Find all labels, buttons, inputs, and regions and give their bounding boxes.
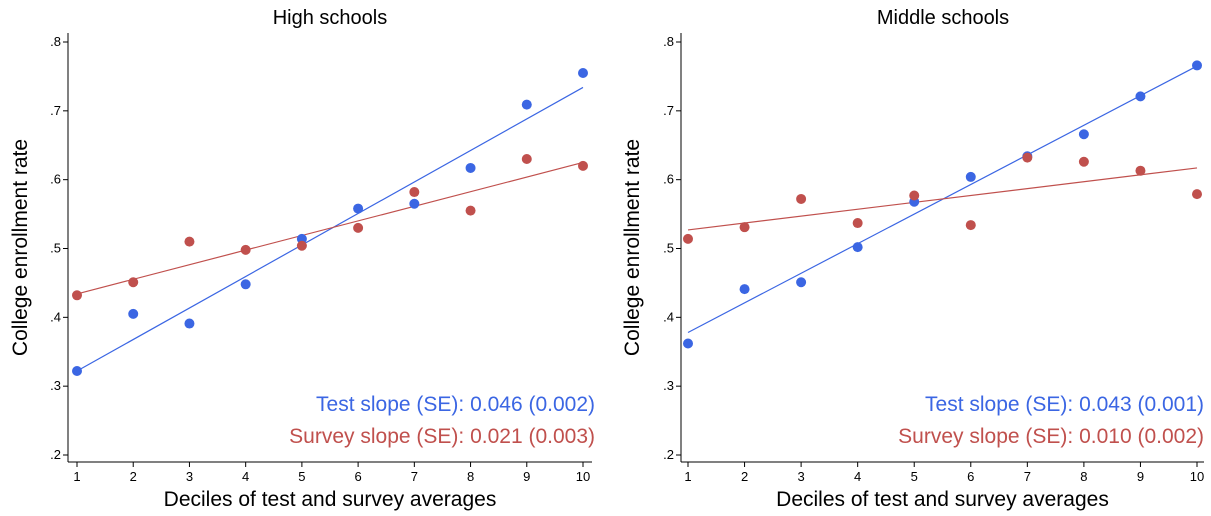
data-point-test (72, 366, 82, 377)
data-point-survey (1078, 156, 1089, 167)
panel-high-schools: High schools .2 .3 .4 .5 .6 .7 .8 1 2 3 4 5 6 7 8 9 10 Dec… (9, 7, 595, 511)
y-tick-label: .5 (663, 241, 674, 256)
data-point-survey (409, 187, 420, 198)
data-point-survey (296, 240, 307, 251)
x-tick-label: 10 (1190, 469, 1204, 484)
data-point-test (240, 279, 251, 290)
data-point-survey (72, 290, 82, 301)
data-point-test (521, 99, 532, 110)
fit-line-test (76, 86, 584, 372)
data-point-survey (184, 236, 195, 247)
y-tick-label: .6 (663, 172, 674, 187)
data-point-survey (965, 220, 976, 231)
fit-line-survey (687, 167, 1198, 231)
x-tick-label: 6 (967, 469, 974, 484)
x-tick-label: 4 (854, 469, 861, 484)
y-tick-label: .3 (663, 378, 674, 393)
data-point-test (965, 171, 976, 182)
x-tick-label: 2 (741, 469, 748, 484)
panel-title: High schools (273, 7, 388, 29)
panel-title: Middle schools (877, 7, 1009, 29)
x-tick-label: 8 (467, 469, 474, 484)
survey-slope-annotation: Survey slope (SE): 0.010 (0.002) (898, 425, 1204, 448)
y-tick-label: .2 (50, 447, 61, 462)
y-tick-label: .7 (663, 103, 674, 118)
y-tick-label: .4 (50, 309, 61, 324)
data-point-survey (353, 222, 364, 233)
data-point-test (1078, 129, 1089, 140)
data-point-survey (852, 218, 863, 229)
x-tick-label: 3 (186, 469, 193, 484)
data-point-survey (521, 154, 532, 165)
fit-line-survey (76, 161, 584, 295)
x-tick-label: 7 (1024, 469, 1031, 484)
data-point-test (796, 277, 807, 288)
data-point-test (184, 318, 195, 329)
data-point-test (852, 242, 863, 253)
data-point-survey (683, 233, 693, 244)
y-tick-label: .8 (663, 34, 674, 49)
data-point-survey (796, 193, 807, 204)
x-tick-label: 1 (684, 469, 691, 484)
data-point-survey (578, 160, 588, 171)
y-tick-label: .5 (50, 241, 61, 256)
data-point-survey (739, 222, 750, 233)
x-tick-label: 7 (411, 469, 418, 484)
x-tick-label: 4 (242, 469, 249, 484)
data-point-survey (1022, 152, 1033, 163)
y-tick-label: .8 (50, 34, 61, 49)
data-point-test (578, 67, 588, 78)
x-tick-label: 9 (523, 469, 530, 484)
data-point-survey (240, 244, 251, 255)
data-point-test (353, 203, 364, 214)
data-point-survey (1135, 165, 1146, 176)
x-tick-label: 10 (576, 469, 590, 484)
x-axis-title: Deciles of test and survey averages (776, 488, 1109, 511)
test-slope-annotation: Test slope (SE): 0.043 (0.001) (925, 393, 1204, 416)
x-axis-title: Deciles of test and survey averages (164, 488, 497, 511)
data-point-test (1192, 60, 1202, 71)
y-tick-label: .2 (663, 447, 674, 462)
data-point-test (683, 338, 693, 349)
y-axis-title: College enrollment rate (9, 139, 32, 356)
test-slope-annotation: Test slope (SE): 0.046 (0.002) (316, 393, 595, 416)
data-point-survey (128, 277, 139, 288)
x-tick-label: 2 (130, 469, 137, 484)
data-point-test (128, 308, 139, 319)
data-point-survey (1192, 189, 1202, 200)
y-tick-label: .6 (50, 172, 61, 187)
x-tick-label: 6 (354, 469, 361, 484)
data-point-test (1135, 91, 1146, 102)
x-tick-label: 3 (797, 469, 804, 484)
data-point-test (739, 284, 750, 295)
panel-middle-schools: Middle schools .2 .3 .4 .5 .6 .7 .8 1 2 3 4 5 6 7 8 9 10 D… (621, 7, 1204, 511)
survey-slope-annotation: Survey slope (SE): 0.021 (0.003) (289, 425, 595, 448)
data-point-survey (465, 205, 476, 216)
y-tick-label: .3 (50, 378, 61, 393)
y-tick-label: .7 (50, 103, 61, 118)
data-point-test (409, 198, 420, 209)
x-tick-label: 9 (1137, 469, 1144, 484)
data-point-survey (909, 190, 920, 201)
data-point-test (465, 162, 476, 173)
x-tick-label: 5 (911, 469, 918, 484)
x-tick-label: 8 (1080, 469, 1087, 484)
x-tick-label: 1 (73, 469, 80, 484)
y-axis-title: College enrollment rate (621, 139, 644, 356)
y-tick-label: .4 (663, 309, 674, 324)
x-tick-label: 5 (298, 469, 305, 484)
data-point-test (296, 233, 307, 244)
